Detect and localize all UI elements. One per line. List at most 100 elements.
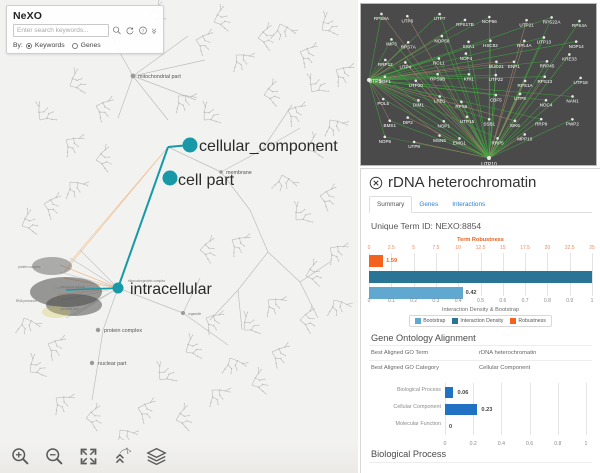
chart2-bar-value: 0.06 xyxy=(457,390,469,396)
node-label-ribonucleoprotein-complex: ribonucleoprotein complex xyxy=(128,279,166,283)
svg-text:UTP4: UTP4 xyxy=(399,65,411,70)
app-title: NeXO xyxy=(13,10,42,22)
search-filter-row[interactable]: By: Keywords Genes xyxy=(13,42,157,49)
chart1-top-tick: 7.5 xyxy=(432,245,440,251)
gene-edges xyxy=(368,13,581,159)
chart2-tick: 0 xyxy=(443,441,447,447)
node-label-organelle: organelle xyxy=(188,312,201,316)
chart2-bar xyxy=(445,387,454,398)
go-key-category: Best Aligned GO Category xyxy=(371,365,439,371)
search-icon[interactable] xyxy=(112,24,122,37)
svg-text:RRP12: RRP12 xyxy=(378,62,393,67)
biological-process-heading: Biological Process xyxy=(371,449,447,459)
layers-icon[interactable] xyxy=(146,446,167,467)
chart1-top-tick: 2.5 xyxy=(387,245,395,251)
network-toolbar[interactable] xyxy=(0,440,358,473)
legend-label: Robustness xyxy=(518,318,546,324)
dense-gene-cluster xyxy=(30,257,102,318)
svg-text:BMS1: BMS1 xyxy=(384,123,397,128)
collapse-network-icon[interactable] xyxy=(112,446,133,467)
svg-text:BUD21: BUD21 xyxy=(489,64,504,69)
svg-text:NOP4: NOP4 xyxy=(460,56,473,61)
chart2-bar-value: 0.23 xyxy=(481,407,493,413)
chart1-bar xyxy=(369,271,592,283)
fractal-clusters xyxy=(10,0,357,452)
node-label-cytosolic-part: cytosolic part xyxy=(60,307,79,311)
gene-network-svg[interactable]: RPS8A UTP6 UTP7 RPS17B NOP56 UTP21 RPS22A RPS4A… xyxy=(361,4,597,166)
gene-nodes[interactable] xyxy=(367,12,582,160)
svg-text:RRP45: RRP45 xyxy=(540,64,555,69)
svg-text:UTP10: UTP10 xyxy=(481,162,497,166)
close-icon[interactable] xyxy=(369,176,383,190)
svg-text:POL5: POL5 xyxy=(377,101,389,106)
svg-text:RPS1A: RPS1A xyxy=(518,83,534,88)
chart2-bar-value: 0 xyxy=(449,424,453,430)
svg-text:NOC4: NOC4 xyxy=(540,102,553,107)
svg-text:DIM1: DIM1 xyxy=(413,103,424,108)
reset-icon[interactable] xyxy=(125,24,135,37)
chart1-plot-area: 1.59 0.42 xyxy=(369,253,593,299)
chart1-bottom-tick: 1 xyxy=(590,298,594,304)
chart1-top-tick: 5 xyxy=(412,245,415,251)
svg-text:RPS6: RPS6 xyxy=(455,104,467,109)
node-cell-part xyxy=(162,170,178,186)
chart1-bar-value: 0.42 xyxy=(465,290,477,296)
svg-text:CBF5: CBF5 xyxy=(490,97,502,102)
tab-summary[interactable]: Summary xyxy=(369,196,413,213)
legend-swatch xyxy=(510,318,517,324)
tab-genes[interactable]: Genes xyxy=(419,201,439,208)
unique-term-id: Unique Term ID: NEXO:8854 xyxy=(371,221,482,231)
chart2-category-label: Cellular Component xyxy=(393,404,441,410)
fit-screen-icon[interactable] xyxy=(78,446,99,467)
svg-text:SIK6: SIK6 xyxy=(510,123,520,128)
svg-text:UTP5: UTP5 xyxy=(514,96,526,101)
chart2-gridline xyxy=(501,383,503,435)
legend-item: Interaction Density xyxy=(452,318,503,324)
network-canvas[interactable]: cellular_component cell part intracellul… xyxy=(0,0,358,473)
zoom-out-icon[interactable] xyxy=(44,446,65,467)
svg-text:EMG1: EMG1 xyxy=(453,141,466,146)
svg-text:RPS8A: RPS8A xyxy=(374,16,390,21)
gene-interaction-network[interactable]: RPS8A UTP6 UTP7 RPS17B NOP56 UTP21 RPS22A RPS4A… xyxy=(360,3,597,166)
zoom-in-icon[interactable] xyxy=(10,446,31,467)
radio-keywords[interactable] xyxy=(25,42,32,49)
chart1-legend: Bootstrap Interaction Density Robustness xyxy=(409,315,552,327)
svg-text:UTP8: UTP8 xyxy=(408,144,420,149)
chart1-bottom-tick: 0.3 xyxy=(432,298,440,304)
chart2-gridline xyxy=(586,383,587,435)
node-label-nuclear-part: nuclear part xyxy=(98,361,127,367)
legend-item: Robustness xyxy=(510,318,546,324)
node-label-intracellular: intracellular xyxy=(130,281,212,298)
svg-text:RPS13: RPS13 xyxy=(537,79,552,84)
chart2-tick: 0.2 xyxy=(469,441,477,447)
node-label-cellular-component: cellular_component xyxy=(199,138,338,155)
search-input[interactable] xyxy=(13,24,109,37)
svg-text:HSC82: HSC82 xyxy=(483,43,498,48)
selected-nodes[interactable] xyxy=(112,137,198,294)
ontology-tree-svg[interactable]: cellular_component cell part intracellul… xyxy=(0,0,358,473)
svg-text:ENP1: ENP1 xyxy=(508,64,520,69)
go-key-term: Best Aligned GO Term xyxy=(371,350,429,356)
chart2-gridline xyxy=(529,383,531,435)
svg-text:NOP6: NOP6 xyxy=(379,139,392,144)
svg-text:MPP10: MPP10 xyxy=(517,137,533,142)
chart2-bar xyxy=(445,404,478,415)
gene-ontology-heading: Gene Ontology Alignment xyxy=(371,333,476,343)
collapse-icon[interactable] xyxy=(151,24,157,37)
node-label-protein-complex-small: protein complex xyxy=(18,265,41,269)
legend-label: Interaction Density xyxy=(460,318,504,324)
svg-text:RPS4A: RPS4A xyxy=(572,23,588,28)
ontology-nodes[interactable] xyxy=(89,73,223,366)
chart1-top-tick: 10 xyxy=(455,245,461,251)
svg-text:LRB1: LRB1 xyxy=(434,99,446,104)
chart2-tick: 0.6 xyxy=(525,441,534,447)
panel-tabs[interactable]: Summary Genes Interactions xyxy=(369,196,592,213)
radio-genes[interactable] xyxy=(71,42,78,49)
svg-text:UTP20: UTP20 xyxy=(409,83,424,88)
help-icon[interactable]: ? xyxy=(138,24,148,37)
svg-text:IMP3: IMP3 xyxy=(386,42,397,47)
tab-interactions[interactable]: Interactions xyxy=(452,201,486,208)
search-panel[interactable]: NeXO ? xyxy=(6,5,164,54)
svg-text:NAN1: NAN1 xyxy=(566,99,579,104)
